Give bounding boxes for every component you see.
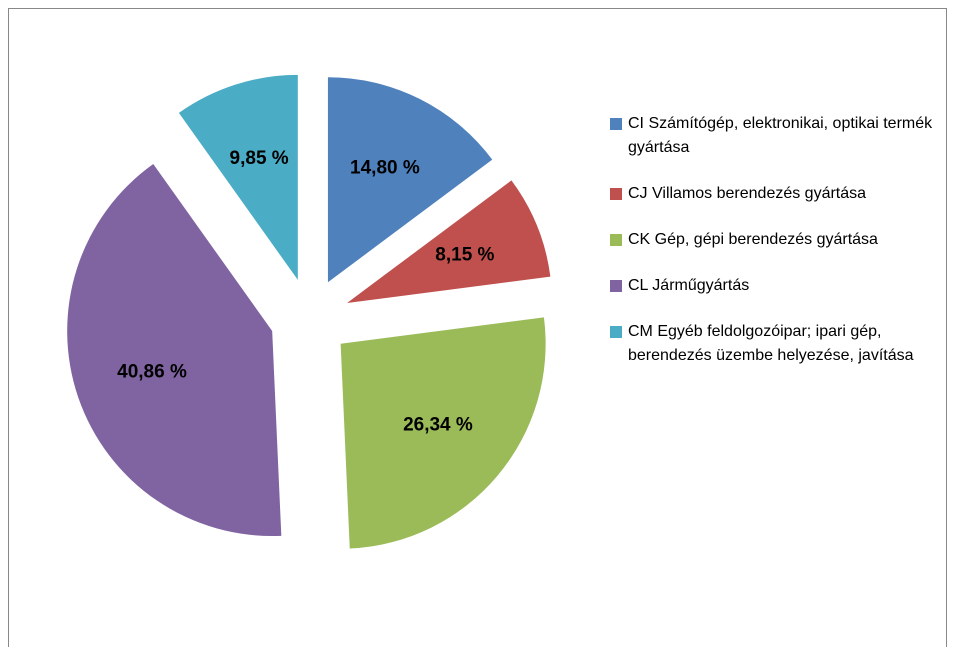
legend-label: CI Számítógép, elektronikai, optikai ter…: [628, 115, 933, 156]
data-label: 26,34 %: [403, 414, 473, 435]
pie-slice: [347, 180, 551, 303]
legend-label: CK Gép, gépi berendezés gyártása: [628, 231, 878, 248]
legend-item: CJ Villamos berendezés gyártása: [610, 182, 945, 206]
data-label: 40,86 %: [117, 361, 187, 382]
legend-item: CM Egyéb feldolgozóipar; ipari gép, bere…: [610, 320, 945, 368]
legend-item: CK Gép, gépi berendezés gyártása: [610, 228, 945, 252]
legend-label: CM Egyéb feldolgozóipar; ipari gép, bere…: [628, 323, 914, 364]
legend-swatch: [610, 188, 622, 200]
chart-frame: [8, 8, 947, 647]
data-label: 9,85 %: [230, 148, 289, 169]
legend-swatch: [610, 280, 622, 292]
pie-slice: [340, 317, 546, 549]
pie-slice: [178, 74, 298, 280]
legend-label: CL Járműgyártás: [628, 277, 750, 294]
legend-item: CL Járműgyártás: [610, 274, 945, 298]
data-label: 8,15 %: [435, 244, 494, 265]
legend-item: CI Számítógép, elektronikai, optikai ter…: [610, 112, 945, 160]
pie-slice: [327, 77, 493, 283]
pie-slice: [67, 164, 282, 537]
legend-swatch: [610, 118, 622, 130]
legend-swatch: [610, 326, 622, 338]
data-label: 14,80 %: [350, 158, 420, 179]
legend: CI Számítógép, elektronikai, optikai ter…: [610, 112, 945, 390]
legend-label: CJ Villamos berendezés gyártása: [628, 185, 867, 202]
legend-swatch: [610, 234, 622, 246]
